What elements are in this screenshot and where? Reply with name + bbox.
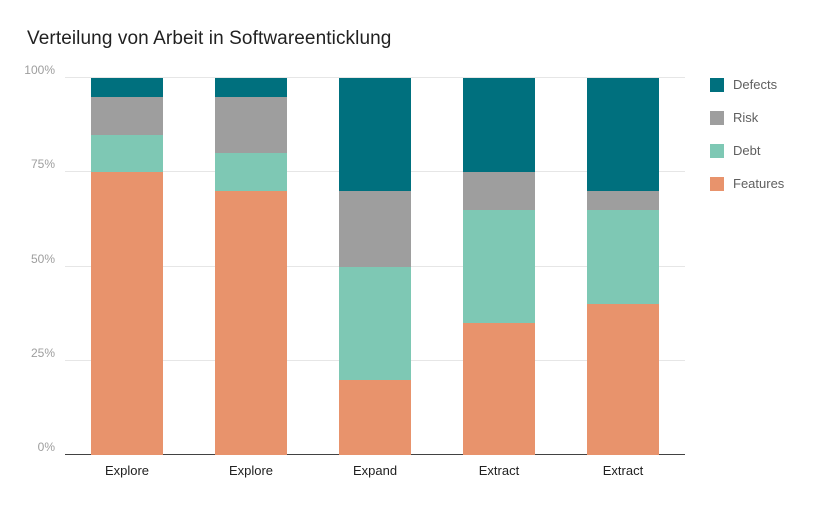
legend-item-debt: Debt <box>710 143 784 158</box>
stacked-bar <box>463 78 535 455</box>
bar-segment-debt <box>463 209 535 324</box>
stacked-bar <box>91 78 163 455</box>
legend-item-defects: Defects <box>710 77 784 92</box>
legend-label: Features <box>733 176 785 191</box>
bar-segment-defects <box>587 78 659 192</box>
gridline <box>65 77 685 78</box>
bar-segment-defects <box>215 78 287 97</box>
bar-segment-risk <box>91 96 163 135</box>
x-tick-label: Extract <box>602 463 644 478</box>
bar-segment-debt <box>215 153 287 192</box>
y-tick-label: 75% <box>30 157 55 172</box>
legend-label: Defects <box>733 77 778 92</box>
bar-segment-features <box>587 304 659 455</box>
y-tick-label: 50% <box>30 251 55 266</box>
bar-segment-defects <box>463 78 535 173</box>
bar-column <box>65 78 189 455</box>
legend-swatch-icon <box>710 143 724 158</box>
legend-item-features: Features <box>710 176 784 191</box>
x-axis-labels: Explore Explore Expand Extract Extract <box>65 463 685 478</box>
bar-segment-risk <box>339 191 411 267</box>
legend-swatch-icon <box>710 110 724 125</box>
plot-area: 0% 25% 50% 75% 100% <box>24 63 685 455</box>
legend: Defects Risk Debt Features <box>710 77 784 209</box>
bar-column <box>437 78 561 455</box>
stacked-bar <box>587 78 659 455</box>
legend-label: Risk <box>733 110 759 125</box>
y-tick-label: 0% <box>37 440 55 454</box>
bar-segment-features <box>91 172 163 455</box>
legend-label: Debt <box>733 143 761 158</box>
x-tick-label: Explore <box>104 463 150 478</box>
bar-column <box>561 78 685 455</box>
chart-title: Verteilung von Arbeit in Softwareentickl… <box>27 28 392 49</box>
x-tick-label: Explore <box>228 463 274 478</box>
bar-segment-features <box>463 323 535 455</box>
x-tick-label: Expand <box>352 463 398 478</box>
legend-swatch-icon <box>710 77 724 92</box>
bars <box>65 78 685 455</box>
bar-segment-debt <box>339 266 411 380</box>
legend-swatch-icon <box>710 176 724 191</box>
stacked-bar <box>339 78 411 455</box>
legend-item-risk: Risk <box>710 110 784 125</box>
bar-segment-features <box>339 379 411 455</box>
x-tick-label: Extract <box>478 463 520 478</box>
stacked-bar <box>215 78 287 455</box>
y-tick-label: 25% <box>30 345 55 360</box>
bar-segment-risk <box>587 191 659 210</box>
bar-segment-debt <box>91 134 163 173</box>
bar-segment-defects <box>339 78 411 192</box>
bar-segment-debt <box>587 209 659 305</box>
bar-segment-risk <box>215 96 287 154</box>
y-tick-label: 100% <box>24 63 55 77</box>
bar-column <box>189 78 313 455</box>
bar-segment-features <box>215 191 287 455</box>
bar-column <box>313 78 437 455</box>
bar-segment-defects <box>91 78 163 97</box>
bar-segment-risk <box>463 172 535 210</box>
